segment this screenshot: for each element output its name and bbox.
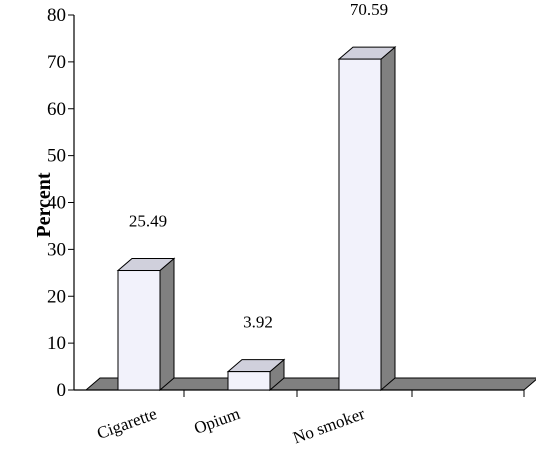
bar-value-label: 25.49: [129, 212, 167, 231]
bar: [116, 257, 176, 392]
bar-front-face: [227, 371, 271, 391]
bar-side-face: [380, 46, 396, 392]
x-category-label: Opium: [191, 404, 242, 438]
bar: [337, 46, 397, 392]
y-tick-label: 20: [47, 286, 66, 307]
bar-side-face: [159, 257, 175, 392]
y-axis-label: Percent: [33, 172, 55, 237]
bar-value-label: 3.92: [243, 313, 273, 332]
bar-front-face: [117, 270, 161, 391]
y-tick-label: 70: [47, 52, 66, 73]
y-tick-label: 80: [47, 5, 66, 26]
x-category-label: No smoker: [290, 404, 367, 448]
y-tick-label: 40: [47, 193, 66, 214]
bar-front-face: [338, 58, 382, 391]
y-tick-label: 10: [47, 333, 66, 354]
bar: [226, 358, 286, 392]
chart-axes-layer: 0 10 20 30 40 50 60 70 80: [47, 5, 525, 401]
bar-value-label: 70.59: [350, 0, 388, 19]
chart-bars-layer: [116, 46, 397, 392]
y-tick-label: 30: [47, 239, 66, 260]
y-tick-label: 60: [47, 99, 66, 120]
y-tick-label: 0: [57, 380, 67, 401]
y-tick-label: 50: [47, 146, 66, 167]
x-category-label: Cigarette: [94, 404, 159, 443]
